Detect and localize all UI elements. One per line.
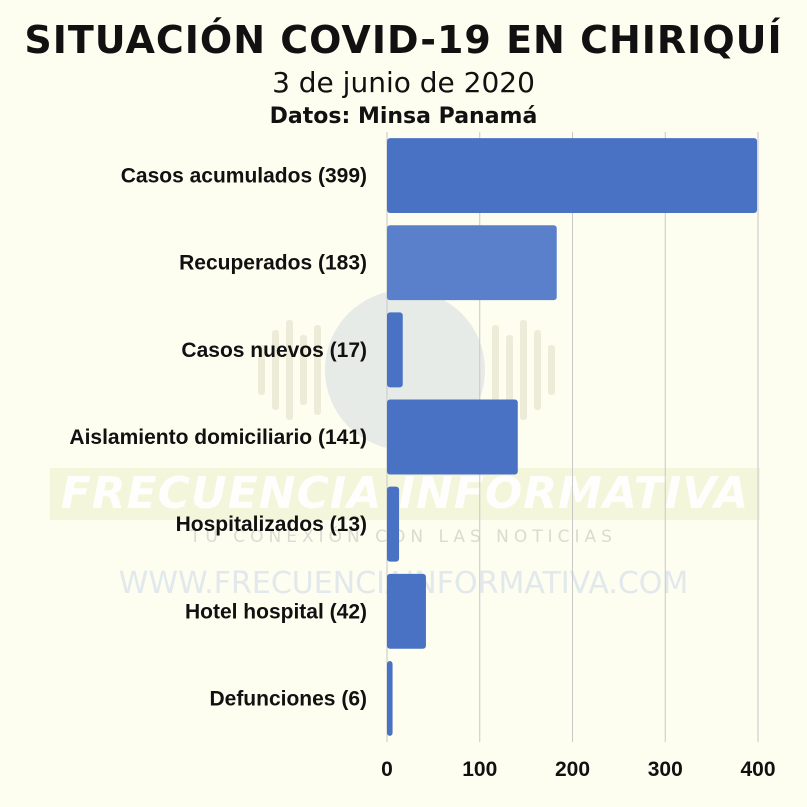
category-label: Casos acumulados (399) — [121, 165, 367, 188]
bar — [387, 486, 400, 562]
category-label: Defunciones (6) — [209, 687, 367, 710]
bar — [387, 399, 518, 475]
category-label: Aislamiento domiciliario (141) — [69, 426, 367, 449]
bar — [387, 138, 758, 214]
category-label: Hospitalizados (13) — [176, 513, 367, 536]
x-tick-label: 200 — [555, 758, 590, 781]
x-tick-label: 0 — [381, 758, 393, 781]
x-tick-label: 300 — [648, 758, 683, 781]
chart-date: 3 de junio de 2020 — [272, 66, 535, 99]
bar — [387, 660, 393, 736]
chart-source: Datos: Minsa Panamá — [269, 104, 538, 129]
chart-title: SITUACIÓN COVID-19 EN CHIRIQUÍ — [24, 18, 783, 62]
category-label: Recuperados (183) — [179, 252, 367, 275]
bar — [387, 312, 403, 388]
category-label: Hotel hospital (42) — [185, 600, 367, 623]
bar — [387, 573, 426, 649]
x-tick-label: 100 — [462, 758, 497, 781]
bar — [387, 225, 557, 301]
category-label: Casos nuevos (17) — [181, 339, 367, 362]
x-tick-label: 400 — [740, 758, 775, 781]
